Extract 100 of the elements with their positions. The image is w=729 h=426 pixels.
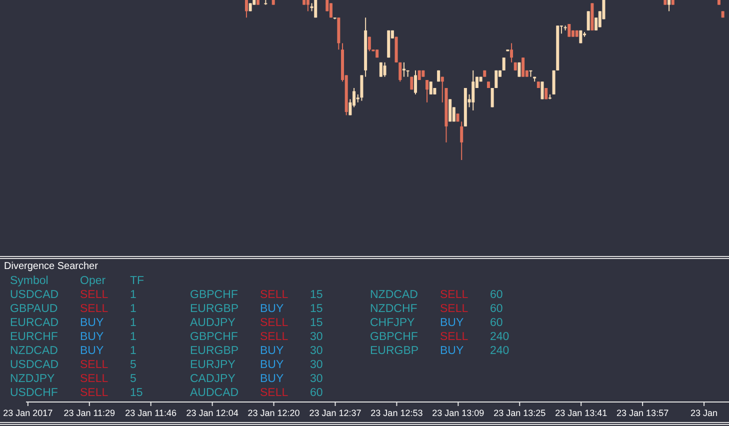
text: TF	[130, 274, 144, 288]
candlestick	[429, 81, 432, 95]
candlestick	[490, 88, 494, 108]
text: Oper	[80, 274, 106, 288]
text: 15	[130, 386, 143, 400]
text: 1	[130, 316, 136, 330]
text: 5	[130, 358, 136, 372]
text: BUY	[260, 358, 284, 372]
text: SELL	[260, 386, 288, 400]
text: EURJPY	[190, 358, 236, 372]
text: NZDCAD	[10, 344, 58, 358]
text: Divergence Searcher	[4, 261, 98, 272]
text: EURGBP	[190, 302, 239, 316]
candlestick	[426, 80, 429, 103]
text: 60	[490, 288, 503, 302]
text: CHFJPY	[370, 316, 415, 330]
x-tick-label: 23 Jan 2017	[3, 408, 53, 418]
candlestick	[522, 57, 525, 78]
candlestick	[383, 62, 386, 78]
text: GBPCHF	[370, 330, 418, 344]
candlestick	[552, 70, 556, 95]
candlestick	[360, 74, 364, 102]
text: Symbol	[10, 274, 48, 288]
x-tick-label: 23 Jan	[690, 408, 718, 418]
text: 60	[490, 302, 503, 316]
candlestick	[329, 2, 332, 18]
x-tick-label: 23 Jan 11:46	[125, 408, 177, 418]
text: GBPCHF	[190, 330, 238, 344]
candlestick	[518, 62, 521, 78]
text: NZDCAD	[370, 288, 418, 302]
text: 30	[310, 330, 323, 344]
candlestick	[472, 70, 475, 111]
candlestick	[502, 57, 506, 71]
text: BUY	[80, 330, 104, 344]
x-tick-label: 23 Jan 12:53	[370, 408, 423, 418]
x-tick-label: 23 Jan 12:37	[309, 408, 362, 418]
text: CADJPY	[190, 372, 236, 386]
x-tick-label: 23 Jan 13:09	[432, 408, 484, 418]
text: NZDJPY	[10, 372, 55, 386]
candlestick	[306, 0, 310, 12]
text: SELL	[260, 330, 288, 344]
text: BUY	[440, 344, 464, 358]
text: 60	[490, 316, 503, 330]
text: AUDJPY	[190, 316, 236, 330]
candlestick	[510, 42, 514, 63]
text: BUY	[440, 316, 464, 330]
candlestick	[402, 62, 406, 78]
text: SELL	[80, 288, 108, 302]
x-tick-label: 23 Jan 11:29	[64, 408, 116, 418]
text: 60	[310, 386, 323, 400]
text: SELL	[440, 288, 468, 302]
text: EURGBP	[190, 344, 239, 358]
text: 15	[310, 302, 323, 316]
text: USDCAD	[10, 358, 59, 372]
text: AUDCAD	[190, 386, 239, 400]
text: BUY	[260, 344, 284, 358]
text: BUY	[80, 316, 104, 330]
text: SELL	[80, 372, 108, 386]
text: GBPCHF	[190, 288, 238, 302]
text: EURCHF	[10, 330, 58, 344]
text: NZDCHF	[370, 302, 418, 316]
candlestick	[586, 10, 590, 31]
text: SELL	[80, 358, 108, 372]
candlestick	[540, 81, 544, 100]
text: 1	[130, 344, 136, 358]
text: SELL	[80, 302, 108, 316]
text: 240	[490, 344, 510, 358]
candlestick	[244, 0, 248, 18]
text: BUY	[260, 302, 284, 316]
text: 15	[310, 288, 323, 302]
text: 30	[310, 372, 323, 386]
x-tick-label: 23 Jan 13:25	[494, 408, 546, 418]
text: SELL	[260, 316, 288, 330]
text: SELL	[260, 288, 288, 302]
text: 30	[310, 358, 323, 372]
text: SELL	[440, 302, 468, 316]
candlestick	[448, 98, 452, 122]
candlestick	[414, 70, 417, 95]
text: SELL	[80, 386, 108, 400]
candlestick	[398, 62, 402, 82]
candlestick	[368, 36, 371, 52]
text: 1	[130, 302, 136, 316]
text: EURGBP	[370, 344, 419, 358]
text: USDCAD	[10, 288, 59, 302]
text: 5	[130, 372, 136, 386]
text: SELL	[440, 330, 468, 344]
x-tick-label: 23 Jan 12:20	[248, 408, 300, 418]
text: 30	[310, 344, 323, 358]
candlestick	[379, 62, 382, 78]
text: BUY	[80, 344, 104, 358]
x-tick-label: 23 Jan 13:57	[616, 408, 669, 418]
text: BUY	[260, 372, 284, 386]
candlestick	[314, 0, 318, 18]
text: EURCAD	[10, 316, 59, 330]
candlestick	[460, 121, 464, 160]
text: USDCHF	[10, 386, 58, 400]
text: 240	[490, 330, 510, 344]
text: 15	[310, 316, 323, 330]
candlestick	[568, 24, 571, 38]
text: GBPAUD	[10, 302, 58, 316]
